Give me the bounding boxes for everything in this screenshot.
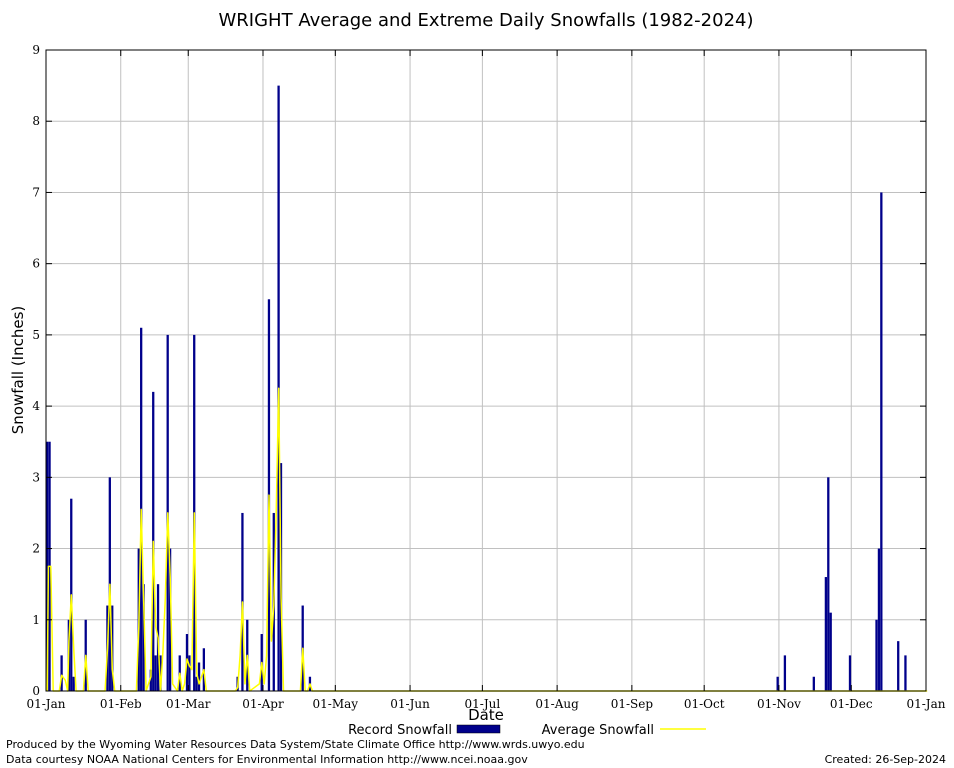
x-tick-label: 01-Mar (166, 697, 211, 711)
record-snowfall-bar (880, 192, 883, 691)
record-snowfall-bar (875, 619, 878, 691)
record-snowfall-bar (142, 584, 145, 691)
y-tick-label: 9 (32, 43, 40, 57)
record-snowfall-bar (776, 676, 779, 691)
record-snowfall-bar (812, 676, 815, 691)
record-snowfall-bar (46, 441, 49, 691)
x-tick-label: 01-Aug (535, 697, 579, 711)
average-snowfall-line (46, 387, 928, 692)
y-tick-label: 8 (32, 114, 40, 128)
record-snowfall-bar (60, 655, 63, 691)
x-tick-label: 01-Nov (757, 697, 801, 711)
legend: Record Snowfall Average Snowfall (348, 723, 706, 738)
record-snowfall-bar (168, 548, 172, 691)
record-snowfall-bar (829, 612, 832, 691)
record-snowfall-bar (877, 548, 881, 691)
y-tick-label: 3 (32, 470, 40, 484)
record-snowfall-bar (149, 669, 152, 691)
record-snowfall-bar (827, 477, 830, 691)
record-snowfall-bar (159, 655, 162, 691)
record-snowfall-bar (195, 676, 198, 691)
record-snowfall-bar (897, 641, 900, 691)
y-tick-label: 4 (32, 399, 40, 413)
y-tick-label: 7 (32, 185, 40, 199)
x-axis-ticks: 01-Jan 01-Feb 01-Mar 01-Apr 01-May 01-Jun 01-J… (26, 50, 946, 711)
legend-average-label: Average Snowfall (542, 723, 654, 738)
y-tick-label: 1 (32, 613, 40, 627)
legend-record-label: Record Snowfall (348, 723, 452, 738)
x-tick-label: 01-Jan (906, 697, 945, 711)
x-tick-label: 01-Jul (465, 697, 501, 711)
record-snowfall-bar (197, 662, 201, 691)
record-snowfall-bar (154, 655, 157, 691)
x-tick-label: 01-Oct (684, 697, 725, 711)
record-snowfall-bar (188, 655, 191, 691)
x-tick-label: 01-May (313, 697, 359, 711)
record-snowfall-bars (46, 85, 907, 692)
x-tick-label: 01-Jan (26, 697, 65, 711)
record-snowfall-bar (72, 676, 75, 691)
x-tick-label: 01-Jun (390, 697, 430, 711)
x-tick-label: 01-Sep (611, 697, 654, 711)
x-tick-label: 01-Dec (830, 697, 873, 711)
record-snowfall-bar (904, 655, 907, 691)
plot-frame (45, 49, 927, 692)
credit-line-1: Produced by the Wyoming Water Resources … (6, 738, 585, 751)
credit-line-2: Data courtesy NOAA National Centers for … (6, 753, 528, 766)
grid-lines (46, 50, 926, 691)
chart-title: WRIGHT Average and Extreme Daily Snowfal… (219, 10, 754, 31)
record-snowfall-bar (824, 577, 828, 691)
y-tick-label: 2 (32, 542, 40, 556)
y-tick-label: 5 (32, 328, 40, 342)
legend-record-swatch (456, 724, 501, 734)
record-snowfall-bar (848, 655, 852, 691)
created-date: Created: 26-Sep-2024 (824, 753, 946, 766)
y-tick-label: 6 (32, 257, 40, 271)
y-axis-label: Snowfall (Inches) (9, 306, 27, 434)
average-snowfall-polyline (46, 387, 928, 692)
y-axis-ticks: 0 1 2 3 4 5 6 7 8 9 (32, 43, 926, 698)
y-tick-label: 0 (32, 684, 40, 698)
x-tick-label: 01-Apr (242, 697, 284, 711)
x-tick-label: 01-Feb (100, 697, 142, 711)
record-snowfall-bar (783, 655, 787, 691)
x-axis-label: Date (468, 706, 504, 724)
